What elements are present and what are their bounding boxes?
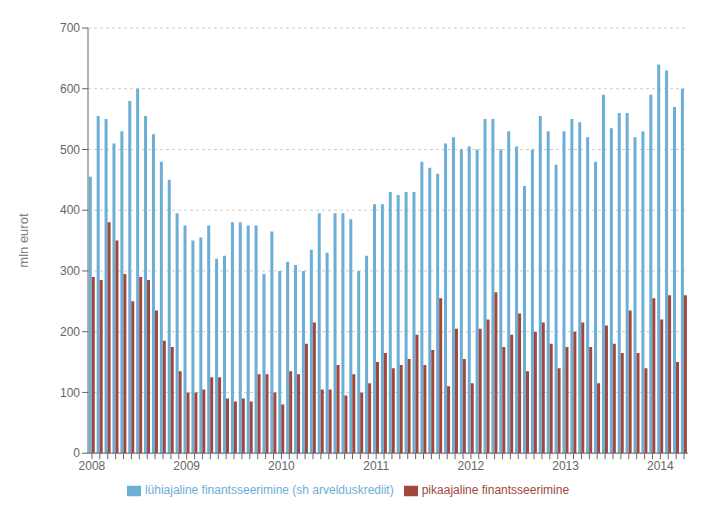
svg-text:2012: 2012	[458, 459, 485, 473]
svg-text:100: 100	[60, 386, 80, 400]
svg-text:2010: 2010	[268, 459, 295, 473]
svg-text:200: 200	[60, 325, 80, 339]
html-text:lühiajaline finantsseerimine (: lühiajaline finantsseerimine (sh arveldu…	[144, 483, 394, 498]
svg-text:0: 0	[73, 446, 80, 460]
svg-text:300: 300	[60, 264, 80, 278]
svg-text:700: 700	[60, 21, 80, 35]
svg-text:2011: 2011	[363, 459, 389, 473]
svg-text:2009: 2009	[173, 459, 200, 473]
svg-text:2008: 2008	[79, 459, 106, 473]
html-text:pikaajaline finantsseerimine: pikaajaline finantsseerimine	[421, 483, 570, 498]
svg-text:2014: 2014	[647, 459, 674, 473]
svg-text:mln eurot: mln eurot	[16, 213, 31, 268]
svg-text:400: 400	[60, 203, 80, 217]
svg-text:500: 500	[60, 143, 80, 157]
svg-text:2013: 2013	[552, 459, 579, 473]
svg-text:600: 600	[60, 82, 80, 96]
